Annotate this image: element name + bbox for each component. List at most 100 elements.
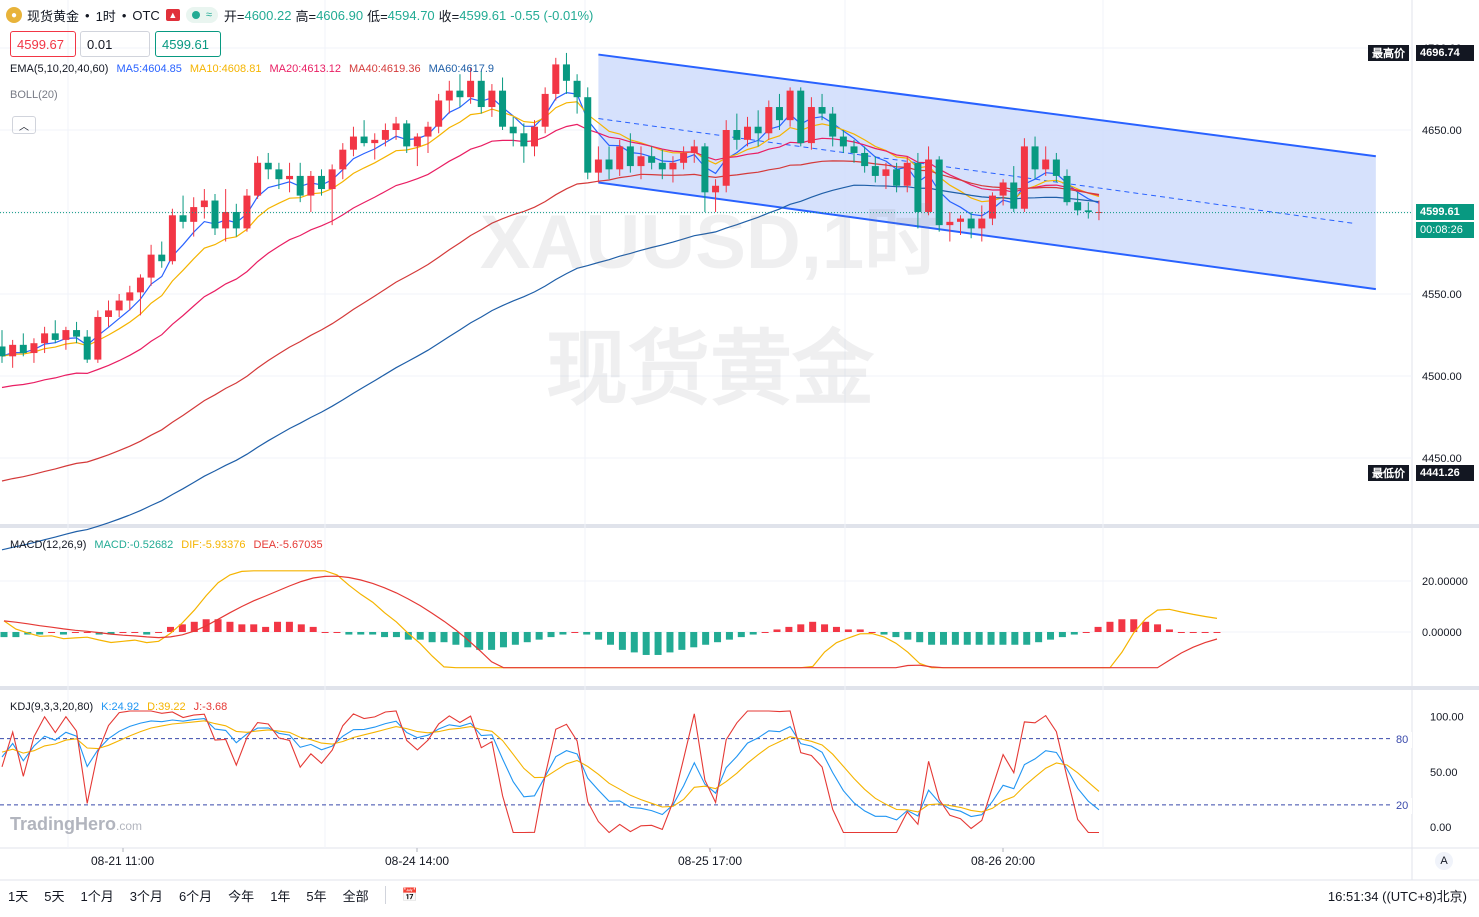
macd-histogram-bar [36, 632, 44, 635]
macd-histogram-bar [975, 632, 983, 645]
macd-histogram-bar [880, 632, 888, 635]
candle-body [339, 149, 347, 170]
candle-body [136, 277, 144, 293]
k-value: K:24.92 [101, 701, 140, 713]
header-separator: • [121, 7, 127, 23]
range-button[interactable]: 5年 [306, 888, 327, 904]
candle-body [62, 330, 70, 340]
sell-button[interactable]: 4599.67 [10, 31, 76, 57]
range-button[interactable]: 5天 [44, 888, 65, 904]
kdj-label: KDJ(9,3,3,20,80) [10, 701, 94, 713]
kdj-legend[interactable]: KDJ(9,3,3,20,80) K:24.92 D:39.22 J:-3.68 [10, 701, 227, 713]
macd-legend[interactable]: MACD(12,26,9) MACD:-0.52682 DIF:-5.93376… [10, 539, 323, 551]
candle-body [222, 212, 230, 229]
date-range-icon[interactable]: 📅 [401, 887, 418, 902]
d-value: D:39.22 [147, 701, 186, 713]
buy-button[interactable]: 4599.61 [155, 31, 221, 57]
candle-body [403, 123, 411, 147]
low-price-value: 4441.26 [1416, 465, 1474, 481]
panel-divider [0, 686, 1479, 690]
macd-histogram-bar [1213, 632, 1221, 633]
current-price-label: 4599.61 [1416, 204, 1474, 220]
ema-value: MA60:4617.9 [428, 63, 495, 75]
range-button[interactable]: 1个月 [80, 888, 114, 904]
macd-histogram-bar [178, 624, 186, 632]
candle-body [584, 97, 592, 173]
candle-body [264, 162, 272, 170]
macd-histogram-bar [821, 624, 829, 632]
macd-histogram-bar [297, 624, 305, 632]
macd-value: MACD:-0.52682 [94, 539, 174, 551]
candle-body [1084, 210, 1092, 212]
range-button[interactable]: 1天 [8, 888, 29, 904]
macd-histogram-bar [392, 632, 400, 638]
macd-histogram-bar [844, 629, 852, 632]
candle-body [957, 218, 964, 222]
market-status-pill[interactable]: ≈ [185, 7, 218, 23]
macd-histogram-bar [630, 632, 638, 653]
open-label: 开= [223, 8, 245, 24]
candle-body [392, 123, 400, 130]
candle-body [786, 90, 794, 121]
range-button[interactable]: 全部 [342, 888, 369, 904]
time-axis-tick: 08-21 11:00 [91, 854, 154, 868]
candle-body [701, 146, 709, 193]
candle-body [829, 113, 837, 137]
collapse-legend-button[interactable]: ︿ [12, 116, 36, 134]
price-axis-tick: 4450.00 [1422, 453, 1462, 465]
boll-legend[interactable]: BOLL(20) [10, 89, 58, 101]
macd-histogram-bar [702, 632, 710, 645]
kdj-axis-tick: 50.00 [1430, 767, 1458, 779]
kdj-k-line [1, 718, 1100, 821]
macd-histogram-bar [12, 632, 20, 638]
market-flag-icon: ▲ [165, 9, 180, 21]
candle-body [605, 159, 613, 170]
candle-body [712, 185, 720, 193]
candle-body [115, 300, 123, 311]
macd-histogram-bar [333, 632, 341, 633]
candle-body [648, 156, 656, 163]
macd-histogram-bar [48, 632, 56, 633]
macd-histogram-bar [285, 621, 293, 632]
candle-body [978, 218, 986, 229]
auto-scale-button[interactable]: A [1435, 852, 1453, 870]
panel-divider [0, 524, 1479, 528]
candle-body [307, 175, 315, 196]
clock-timezone[interactable]: 16:51:34 ((UTC+8)北京) [1327, 888, 1467, 904]
candle-body [861, 152, 869, 167]
ema-value: MA40:4619.36 [349, 63, 421, 75]
range-button[interactable]: 3个月 [129, 888, 163, 904]
macd-histogram-bar [1201, 632, 1209, 633]
brand-logo: TradingHero.com [10, 814, 142, 835]
range-button[interactable]: 6个月 [178, 888, 213, 904]
ema-label: EMA(5,10,20,40,60) [10, 63, 109, 75]
macd-histogram-bar [1058, 632, 1066, 638]
range-button[interactable]: 今年 [228, 888, 255, 904]
macd-histogram-bar [83, 632, 91, 633]
quantity-input[interactable]: 0.01 [80, 31, 150, 57]
macd-histogram-bar [1011, 632, 1019, 645]
macd-histogram-bar [416, 632, 424, 640]
macd-histogram-bar [856, 629, 864, 632]
candle-body [626, 146, 634, 167]
interval-label[interactable]: 1时 [95, 8, 116, 24]
candle-body [445, 90, 453, 101]
macd-histogram-bar [226, 621, 234, 632]
macd-histogram-bar [690, 632, 698, 648]
candle-body [775, 107, 783, 121]
symbol-name[interactable]: 现货黄金 [27, 8, 80, 24]
candle-body [1020, 146, 1028, 209]
range-button[interactable]: 1年 [270, 888, 291, 904]
macd-histogram-bar [369, 632, 377, 635]
macd-histogram-bar [618, 632, 626, 650]
candle-body [637, 156, 645, 167]
macd-histogram-bar [714, 632, 722, 643]
ema-legend[interactable]: EMA(5,10,20,40,60) MA5:4604.85 MA10:4608… [10, 63, 494, 75]
candle-body [1010, 182, 1018, 209]
macd-histogram-bar [535, 632, 543, 640]
candle-body [839, 136, 847, 147]
candle-body [9, 344, 17, 357]
macd-histogram-bar [904, 632, 912, 640]
macd-histogram-bar [476, 632, 484, 650]
